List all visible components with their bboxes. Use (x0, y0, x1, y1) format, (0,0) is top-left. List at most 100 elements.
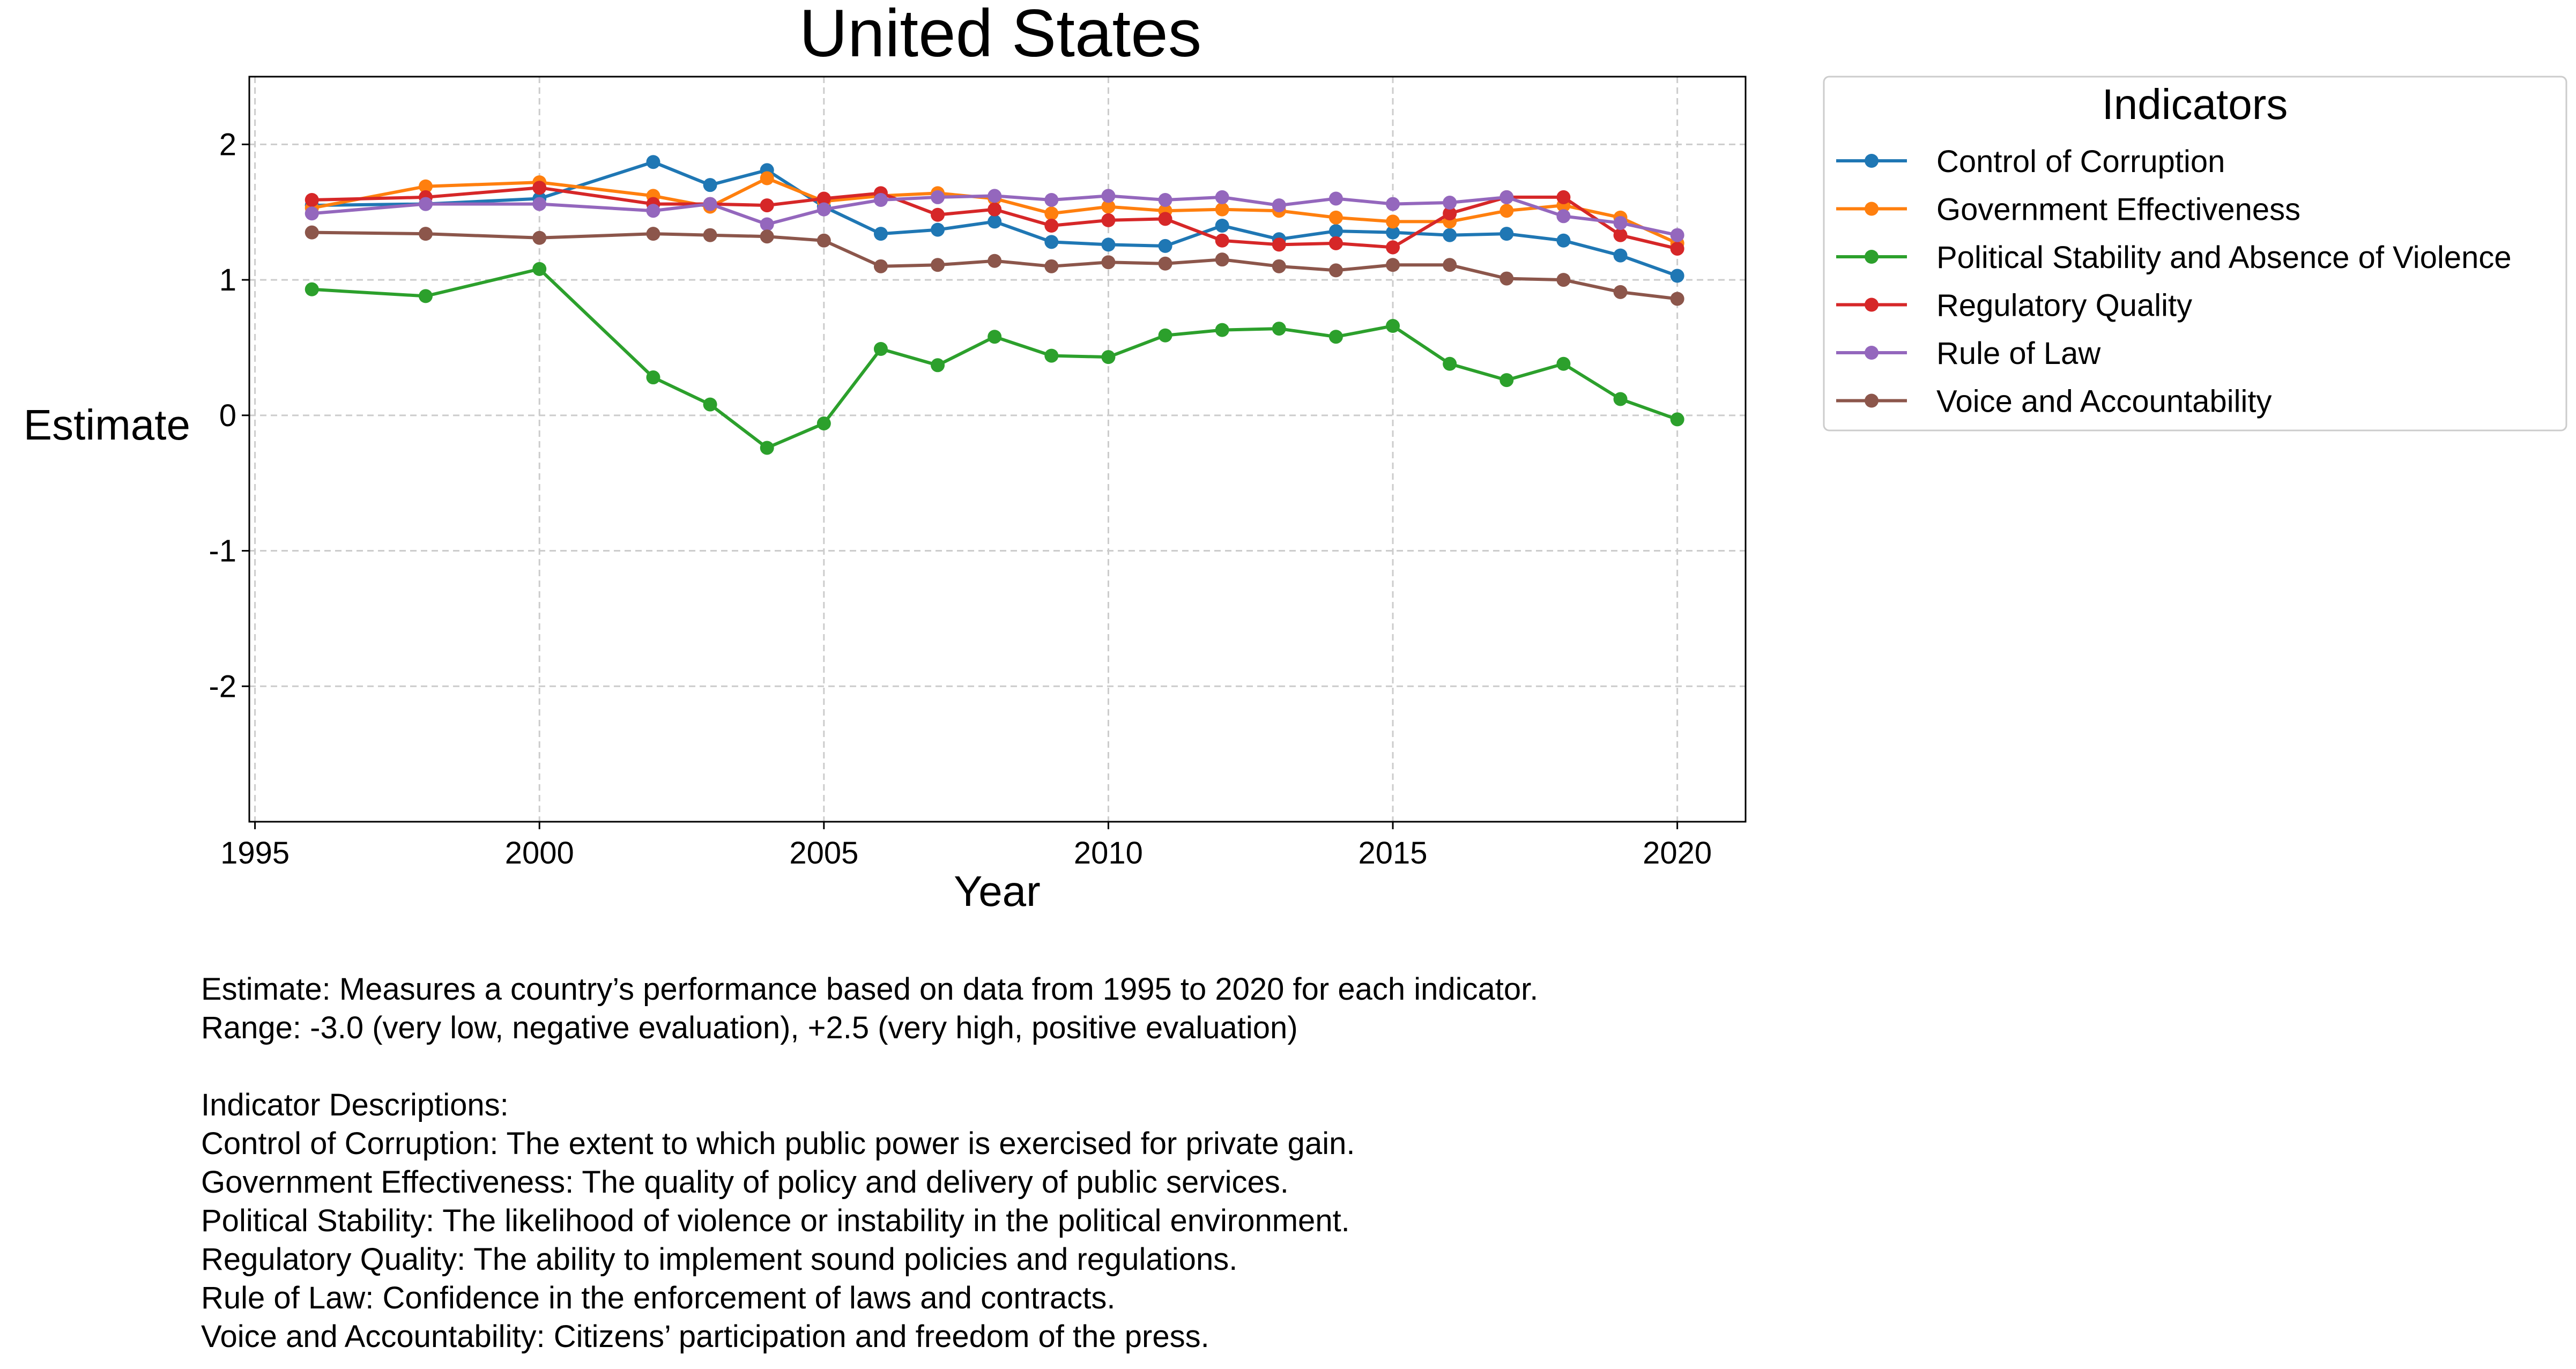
data-point (931, 222, 945, 237)
data-point (816, 191, 831, 206)
data-point (816, 202, 831, 217)
data-point (532, 262, 547, 276)
data-point (1044, 219, 1059, 233)
data-point (1386, 225, 1400, 240)
data-point (305, 225, 319, 240)
data-point (1670, 241, 1684, 256)
data-point (418, 227, 433, 241)
data-point (1613, 215, 1628, 230)
data-point (1215, 202, 1229, 217)
data-point (760, 171, 774, 185)
data-point (1158, 328, 1172, 343)
data-point (1499, 271, 1514, 286)
legend: Indicators Control of Corruption Governme… (1823, 76, 2567, 431)
legend-label: Control of Corruption (1936, 144, 2225, 179)
note-description: Voice and Accountability: Citizens’ part… (201, 1319, 1209, 1354)
data-point (305, 282, 319, 296)
data-point (1101, 255, 1116, 270)
data-point (931, 358, 945, 373)
data-point (1499, 190, 1514, 204)
data-point (1215, 252, 1229, 267)
data-point (1386, 214, 1400, 229)
note-description: Regulatory Quality: The ability to imple… (201, 1242, 1238, 1277)
legend-item: Government Effectiveness (1836, 192, 2300, 227)
chart-title: United States (799, 0, 1201, 71)
data-point (1215, 219, 1229, 233)
data-point (1101, 189, 1116, 203)
legend-title: Indicators (2102, 80, 2288, 128)
data-point (1613, 285, 1628, 299)
y-tick-label: 2 (219, 127, 236, 162)
series-line (311, 176, 1678, 245)
data-point (1272, 198, 1286, 213)
x-axis-label: Year (954, 867, 1041, 915)
grid (249, 77, 1746, 822)
data-point (1556, 356, 1571, 371)
y-tick-label: 0 (219, 398, 236, 433)
data-point (1101, 213, 1116, 227)
x-tick-label: 2005 (789, 836, 858, 870)
data-point (1044, 192, 1059, 207)
data-point (1158, 212, 1172, 226)
data-point (646, 370, 660, 385)
data-point (1613, 392, 1628, 406)
data-point (1328, 224, 1343, 239)
note-range: Range: -3.0 (very low, negative evaluati… (201, 1010, 1298, 1045)
data-point (1044, 206, 1059, 221)
data-point (1215, 190, 1229, 204)
data-point (760, 198, 774, 213)
data-point (1328, 191, 1343, 206)
legend-item: Voice and Accountability (1836, 384, 2272, 419)
data-point (816, 416, 831, 430)
data-point (1613, 228, 1628, 242)
chart-notes: Estimate: Measures a country’s performan… (201, 970, 1917, 1356)
data-point (532, 230, 547, 245)
ticks: 1995 2000 2005 2010 2015 2020 -2 -1 0 1 2 (209, 127, 1712, 870)
data-point (1101, 350, 1116, 364)
data-point (1158, 192, 1172, 207)
data-point (988, 330, 1002, 344)
data-point (931, 258, 945, 272)
legend-swatch-marker (1865, 154, 1879, 168)
data-point (1158, 256, 1172, 271)
data-point (760, 441, 774, 455)
data-point (646, 204, 660, 218)
data-point (1670, 412, 1684, 427)
series-layer (305, 155, 1684, 455)
series-line (311, 160, 1678, 278)
data-point (1158, 239, 1172, 253)
note-gap (201, 1047, 1917, 1086)
data-point (1272, 259, 1286, 273)
data-point (703, 397, 717, 412)
y-tick-label: -2 (209, 669, 236, 704)
data-point (1272, 322, 1286, 336)
data-point (703, 178, 717, 192)
series-line (311, 186, 1678, 250)
data-point (1272, 237, 1286, 252)
data-point (418, 197, 433, 211)
legend-swatch-marker (1865, 297, 1879, 312)
data-point (1044, 348, 1059, 363)
data-point (1443, 258, 1457, 272)
data-point (1670, 228, 1684, 242)
data-point (1613, 248, 1628, 263)
data-point (1556, 273, 1571, 287)
data-point (873, 192, 888, 207)
series (305, 262, 1684, 455)
data-point (1443, 196, 1457, 210)
data-point (1328, 330, 1343, 344)
data-point (1386, 240, 1400, 255)
note-description: Political Stability: The likelihood of v… (201, 1203, 1350, 1238)
data-point (1499, 373, 1514, 388)
data-point (1215, 233, 1229, 248)
data-point (931, 190, 945, 204)
y-tick-label: 1 (219, 263, 236, 297)
data-point (1044, 235, 1059, 249)
data-point (1101, 199, 1116, 214)
data-point (988, 214, 1002, 229)
data-point (873, 341, 888, 356)
series-line (311, 230, 1678, 301)
plot-frame (248, 76, 1747, 823)
data-point (1328, 210, 1343, 225)
data-point (988, 189, 1002, 203)
